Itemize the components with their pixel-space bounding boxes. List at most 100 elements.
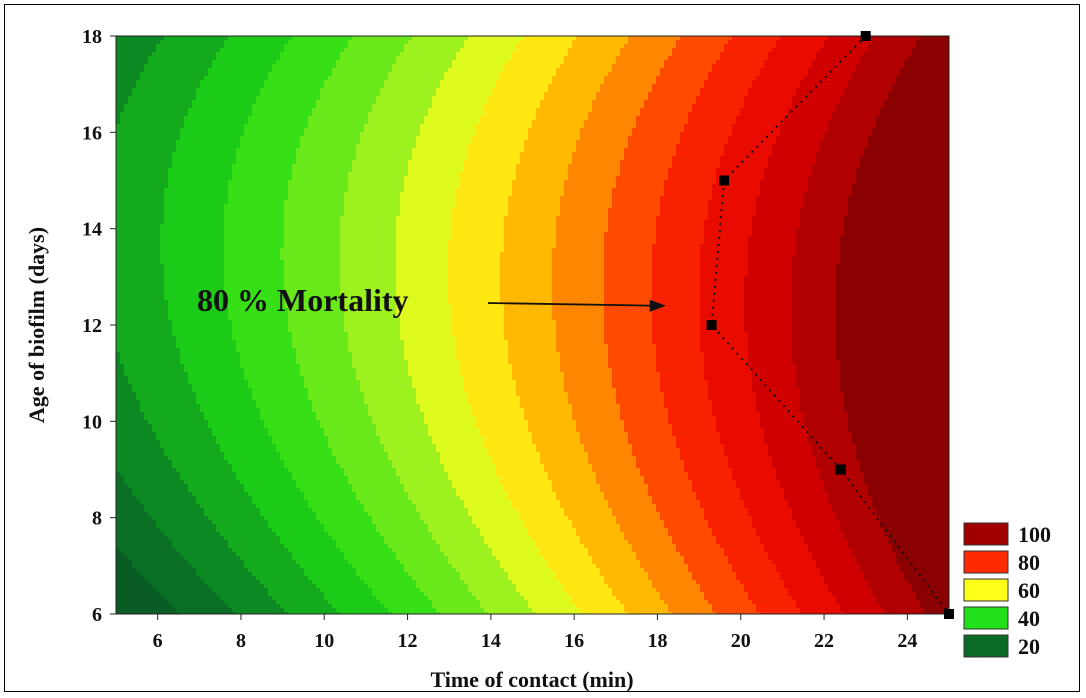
contour-cell [224, 364, 229, 369]
contour-cell [248, 324, 253, 329]
contour-cell [144, 120, 149, 125]
contour-cell [184, 100, 189, 105]
contour-cell [244, 36, 249, 41]
contour-cell [120, 488, 125, 493]
contour-cell [120, 108, 125, 113]
contour-cell [120, 436, 125, 441]
contour-cell [144, 204, 149, 209]
contour-cell [148, 424, 153, 429]
contour-cell [220, 144, 225, 149]
contour-cell [228, 200, 233, 205]
contour-cell [164, 452, 169, 457]
contour-cell [116, 200, 121, 205]
contour-cell [224, 424, 229, 429]
contour-cell [208, 256, 213, 261]
contour-cell [172, 184, 177, 189]
contour-cell [172, 280, 177, 285]
contour-cell [120, 504, 125, 509]
contour-cell [180, 512, 185, 517]
contour-cell [192, 184, 197, 189]
contour-cell [236, 536, 241, 541]
contour-cell [248, 532, 253, 537]
contour-cell [152, 344, 157, 349]
contour-cell [232, 364, 237, 369]
contour-cell [136, 580, 141, 585]
contour-cell [140, 52, 145, 57]
contour-cell [120, 180, 125, 185]
contour-cell [248, 468, 253, 473]
contour-cell [156, 396, 161, 401]
contour-cell [144, 396, 149, 401]
contour-cell [176, 76, 181, 81]
contour-cell [224, 76, 229, 81]
contour-cell [164, 428, 169, 433]
contour-cell [244, 136, 249, 141]
contour-cell [236, 344, 241, 349]
contour-cell [200, 388, 205, 393]
contour-cell [168, 268, 173, 273]
contour-cell [132, 568, 137, 573]
contour-cell [116, 36, 121, 41]
contour-cell [184, 188, 189, 193]
contour-cell [212, 508, 217, 513]
contour-cell [208, 604, 213, 609]
contour-cell [144, 52, 149, 57]
contour-cell [192, 80, 197, 85]
contour-cell [180, 476, 185, 481]
contour-cell [200, 216, 205, 221]
contour-cell [160, 588, 165, 593]
contour-cell [172, 580, 177, 585]
contour-cell [116, 168, 121, 173]
contour-cell [232, 272, 237, 277]
contour-cell [156, 372, 161, 377]
contour-cell [220, 264, 225, 269]
contour-cell [116, 220, 121, 225]
contour-cell [196, 400, 201, 405]
contour-cell [144, 608, 149, 613]
contour-cell [208, 560, 213, 565]
contour-cell [144, 612, 149, 614]
contour-cell [160, 408, 165, 413]
contour-cell [248, 360, 253, 365]
contour-cell [212, 376, 217, 381]
contour-cell [152, 240, 157, 245]
contour-cell [148, 116, 153, 121]
contour-cell [200, 124, 205, 129]
contour-cell [148, 132, 153, 137]
contour-cell [232, 84, 237, 89]
contour-cell [204, 344, 209, 349]
contour-cell [228, 176, 233, 181]
contour-cell [140, 472, 145, 477]
contour-cell [220, 216, 225, 221]
contour-cell [168, 120, 173, 125]
contour-cell [244, 128, 249, 133]
contour-cell [132, 276, 137, 281]
contour-cell [188, 572, 193, 577]
contour-cell [140, 312, 145, 317]
contour-cell [168, 156, 173, 161]
contour-cell [136, 68, 141, 73]
contour-cell [240, 228, 245, 233]
contour-cell [224, 116, 229, 121]
contour-cell [216, 320, 221, 325]
contour-cell [228, 420, 233, 425]
contour-cell [244, 248, 249, 253]
contour-cell [184, 364, 189, 369]
contour-cell [124, 340, 129, 345]
contour-cell [116, 452, 121, 457]
contour-cell [120, 416, 125, 421]
contour-cell [208, 432, 213, 437]
contour-cell [128, 92, 133, 97]
contour-cell [204, 480, 209, 485]
contour-cell [248, 400, 253, 405]
contour-cell [140, 48, 145, 53]
contour-cell [144, 324, 149, 329]
contour-cell [176, 136, 181, 141]
contour-cell [232, 96, 237, 101]
contour-cell [176, 336, 181, 341]
contour-cell [248, 124, 253, 129]
contour-cell [120, 52, 125, 57]
contour-cell [128, 376, 133, 381]
contour-cell [116, 536, 121, 541]
contour-cell [200, 412, 205, 417]
